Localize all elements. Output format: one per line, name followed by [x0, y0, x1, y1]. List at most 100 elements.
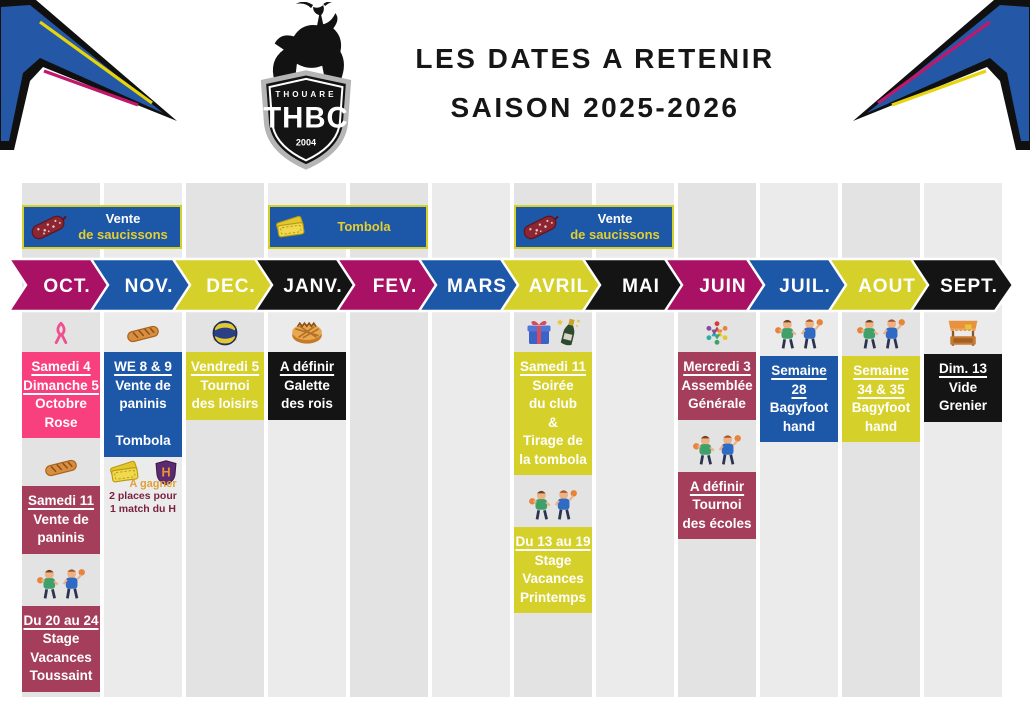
- event-icon-row: [692, 433, 742, 467]
- event-line: Vacances: [30, 649, 92, 665]
- event-line: Bagyfoot: [851, 400, 911, 415]
- saucisson-icon: [28, 210, 70, 244]
- event-line: Vacances: [522, 571, 584, 586]
- month-events: Semaine 28 Bagyfoot hand: [760, 313, 838, 442]
- sale-banner-text: Tombola: [306, 219, 422, 235]
- event-line: Bagyfoot: [769, 400, 829, 415]
- event-line: paninis: [119, 396, 167, 411]
- event-line: Tournoi: [692, 497, 742, 512]
- event-line: la tombola: [519, 451, 587, 467]
- sale-banner: Vente de saucissons: [22, 205, 182, 249]
- event-line: Galette: [284, 377, 330, 393]
- event-line: Vente de: [115, 377, 171, 393]
- event-line: Stage: [42, 631, 80, 646]
- prize-note-line: A gagner: [129, 477, 177, 490]
- event-card: Semaine 28 Bagyfoot hand: [760, 356, 838, 442]
- event-line: A définir: [279, 359, 335, 374]
- event-card: Dim. 13 Vide Grenier: [924, 354, 1002, 422]
- galette-icon: [289, 317, 325, 347]
- event-icon-row: [525, 317, 582, 347]
- kids-icon: [528, 488, 578, 522]
- month-arrow-band: OCT. NOV. DEC. JANV. FEV. MARS AVRIL MAI JUIN JUI…: [0, 256, 1030, 314]
- month-events: WE 8 & 9 Vente de paninis Tombola H A gagner…: [104, 313, 182, 517]
- month-events: Semaine 34 & 35 Bagyfoot hand: [842, 313, 920, 442]
- handball-icon: [211, 319, 239, 347]
- event-line: Samedi 11: [519, 359, 587, 374]
- event-card: Samedi 4 Dimanche 5 Octobre Rose: [22, 352, 100, 438]
- event-line: Toussaint: [29, 668, 93, 683]
- event-line: Stage: [534, 552, 572, 568]
- event-icon-row: [43, 451, 79, 481]
- ticket-icon: [108, 459, 140, 485]
- event-line: Soirée: [532, 377, 574, 393]
- event-line: Dim. 13: [938, 361, 988, 376]
- month-events: A définir Galette des rois: [268, 313, 346, 420]
- event-line: Samedi 4: [31, 359, 91, 374]
- event-line: Assemblée: [681, 377, 753, 393]
- ticket-icon: [274, 214, 306, 240]
- event-line: WE 8 & 9: [114, 359, 172, 374]
- saucisson-icon: [520, 210, 562, 244]
- event-line: 34 & 35: [857, 381, 905, 397]
- lightning-right-icon: [853, 0, 1030, 150]
- assembly-icon: [703, 319, 731, 347]
- month-label: DEC.: [206, 276, 255, 297]
- event-line: Du 13 au 19: [515, 534, 591, 549]
- logo-acronym: THBC: [263, 101, 349, 134]
- event-line: Semaine: [771, 363, 827, 378]
- title-line2: SAISON 2025-2026: [450, 92, 740, 123]
- sale-banner-line: Vente: [597, 211, 633, 226]
- club-logo: THOUARE THBC 2004: [260, 2, 352, 170]
- event-line: Tirage de: [523, 433, 583, 448]
- month-events: Mercredi 3 Assemblée Générale A définir Tour…: [678, 313, 756, 539]
- event-card: A définir Tournoi des écoles: [678, 471, 756, 539]
- sale-banner-line: de saucissons: [570, 227, 660, 242]
- svg-text:H: H: [161, 465, 170, 479]
- month-events: Vendredi 5 Tournoi des loisirs: [186, 313, 264, 420]
- sale-banner-text: Vente de saucissons: [562, 211, 668, 243]
- event-line: Vide: [948, 379, 978, 395]
- prize-icons: H: [104, 459, 182, 486]
- sale-banner-line: Tombola: [337, 219, 391, 234]
- event-icon-row: [211, 317, 239, 347]
- event-line: Octobre: [35, 396, 87, 411]
- h-shield-icon: H: [154, 459, 178, 486]
- month-label: OCT.: [43, 276, 90, 297]
- event-card: Mercredi 3 Assemblée Générale: [678, 352, 756, 420]
- event-card: Du 13 au 19 Stage Vacances Printemps: [514, 527, 592, 613]
- event-icon-row: [528, 488, 578, 522]
- month-label: JUIL.: [779, 276, 830, 297]
- event-icon-row: [703, 317, 731, 347]
- event-icon-row: [49, 317, 73, 347]
- event-card: Vendredi 5 Tournoi des loisirs: [186, 352, 264, 420]
- event-icon-row: [946, 317, 980, 349]
- event-line: A définir: [689, 478, 745, 494]
- month-label: AOUT: [858, 276, 916, 297]
- page-title: LES DATES A RETENIR SAISON 2025-2026: [400, 34, 790, 132]
- month-label: MAI: [622, 276, 660, 297]
- event-icon-row: [774, 317, 824, 351]
- event-line: [105, 414, 181, 433]
- month-label: FEV.: [373, 276, 418, 297]
- event-card: WE 8 & 9 Vente de paninis Tombola: [104, 352, 182, 457]
- month-label: AVRIL: [529, 276, 590, 297]
- champagne-icon: [556, 317, 582, 347]
- ribbon-icon: [49, 319, 73, 347]
- event-card: Semaine 34 & 35 Bagyfoot hand: [842, 356, 920, 442]
- event-line: hand: [782, 418, 816, 434]
- event-line: Grenier: [938, 398, 988, 413]
- month-label: NOV.: [125, 276, 174, 297]
- gift-icon: [525, 319, 553, 347]
- event-icon-row: [36, 567, 86, 601]
- event-line: Vendredi 5: [190, 359, 260, 374]
- event-line: Semaine: [853, 363, 909, 378]
- month-events: Dim. 13 Vide Grenier: [924, 313, 1002, 422]
- event-line: Tombola: [115, 433, 171, 448]
- event-line: &: [548, 414, 558, 430]
- prize-note-line: 1 match du H: [110, 503, 176, 515]
- event-line: Mercredi 3: [683, 359, 751, 374]
- month-arrow: [908, 257, 1015, 313]
- event-icon-row: [856, 317, 906, 351]
